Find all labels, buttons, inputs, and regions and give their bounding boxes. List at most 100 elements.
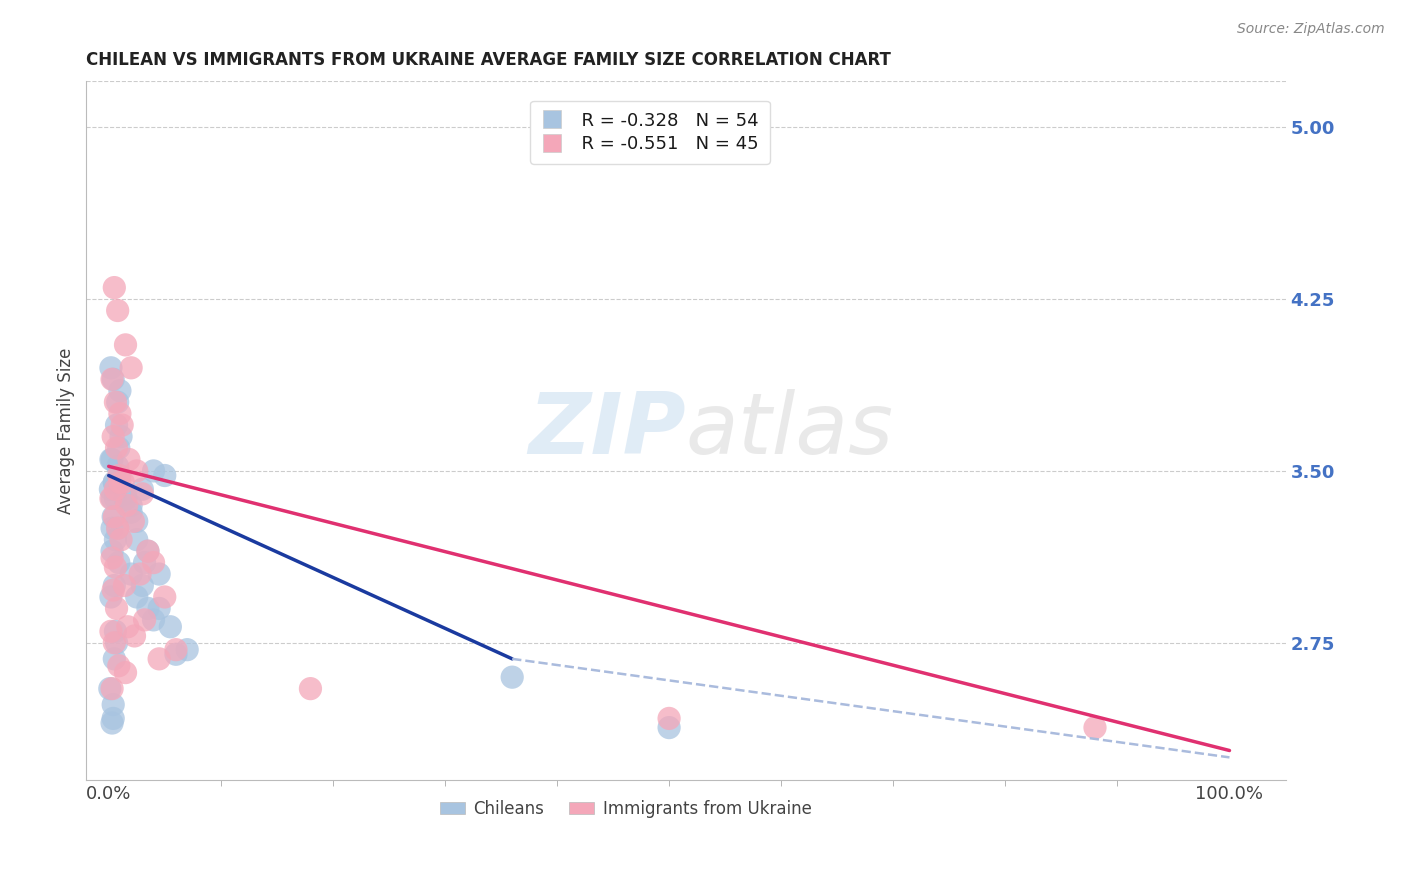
Point [103,509,125,524]
Point [104,491,127,506]
Point [658,711,681,725]
Y-axis label: Average Family Size: Average Family Size [58,348,75,514]
Text: atlas: atlas [686,389,894,473]
Point [122,514,145,528]
Point [108,384,131,398]
Point [101,491,124,506]
Point [120,505,142,519]
Point [110,429,132,443]
Point [110,533,132,547]
Point [131,482,153,496]
Point [103,475,125,490]
Point [658,721,681,735]
Point [107,459,129,474]
Point [98,681,121,696]
Point [104,395,127,409]
Point [107,441,129,455]
Point [108,475,131,490]
Point [100,360,122,375]
Point [142,464,165,478]
Point [103,636,125,650]
Point [108,468,131,483]
Point [148,601,170,615]
Point [136,544,159,558]
Point [142,556,165,570]
Point [101,452,124,467]
Point [148,567,170,582]
Point [104,560,127,574]
Point [159,620,181,634]
Point [100,624,122,639]
Point [107,303,129,318]
Point [125,590,148,604]
Point [114,338,136,352]
Point [100,590,122,604]
Point [118,452,141,467]
Point [1084,721,1107,735]
Point [136,601,159,615]
Point [114,665,136,680]
Point [120,360,142,375]
Point [125,533,148,547]
Point [142,613,165,627]
Point [101,681,124,696]
Point [103,652,125,666]
Point [112,578,135,592]
Point [107,521,129,535]
Point [104,533,127,547]
Point [103,578,125,592]
Point [105,601,128,615]
Point [101,372,124,386]
Point [136,544,159,558]
Text: Source: ZipAtlas.com: Source: ZipAtlas.com [1237,22,1385,37]
Point [107,468,129,483]
Point [125,514,148,528]
Point [131,578,153,592]
Point [103,475,125,490]
Text: ZIP: ZIP [529,389,686,473]
Point [103,509,125,524]
Point [104,482,127,496]
Point [176,642,198,657]
Point [165,642,187,657]
Point [120,498,142,512]
Point [153,590,176,604]
Point [107,521,129,535]
Point [501,670,523,684]
Point [120,567,142,582]
Point [105,441,128,455]
Point [153,468,176,483]
Point [114,487,136,501]
Point [104,624,127,639]
Point [134,556,156,570]
Point [103,429,125,443]
Point [117,620,139,634]
Point [105,418,128,433]
Point [100,482,122,496]
Point [111,418,134,433]
Legend: Chileans, Immigrants from Ukraine: Chileans, Immigrants from Ukraine [433,793,818,824]
Point [107,395,129,409]
Point [165,647,187,661]
Point [107,658,129,673]
Point [101,716,124,731]
Point [100,491,122,506]
Point [299,681,322,696]
Point [101,551,124,566]
Point [129,567,152,582]
Point [103,372,125,386]
Text: CHILEAN VS IMMIGRANTS FROM UKRAINE AVERAGE FAMILY SIZE CORRELATION CHART: CHILEAN VS IMMIGRANTS FROM UKRAINE AVERA… [86,51,891,69]
Point [103,698,125,712]
Point [101,544,124,558]
Point [125,464,148,478]
Point [103,711,125,725]
Point [107,556,129,570]
Point [148,652,170,666]
Point [114,491,136,506]
Point [131,487,153,501]
Point [101,521,124,535]
Point [103,583,125,598]
Point [112,475,135,490]
Point [134,613,156,627]
Point [115,498,138,512]
